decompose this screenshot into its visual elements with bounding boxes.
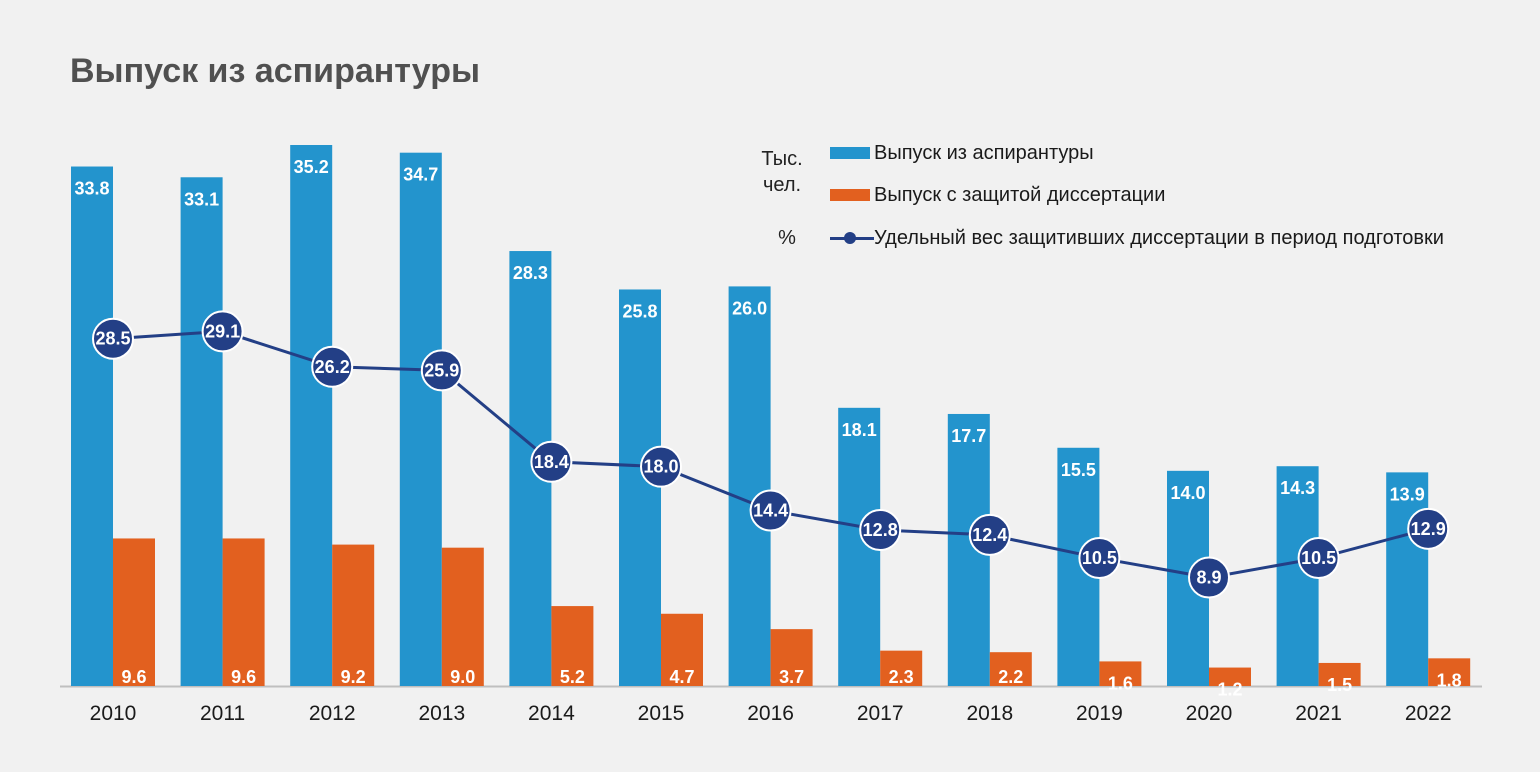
label-share: 26.2 [315,357,350,377]
label-share: 10.5 [1082,548,1117,568]
label-share: 29.1 [205,321,240,341]
label-graduates: 15.5 [1061,460,1096,480]
x-tick-label: 2018 [966,702,1013,725]
legend-swatch-share [830,228,874,248]
label-graduates: 33.8 [74,179,109,199]
bar-graduates [619,289,661,686]
bar-graduates [180,177,223,686]
point-share [1297,537,1340,580]
label-graduates: 25.8 [622,301,657,321]
x-tick-label: 2015 [638,702,685,725]
label-graduates: 18.1 [842,420,877,440]
label-defended: 3.7 [779,667,804,687]
legend-label-graduates: Выпуск из аспирантуры [874,141,1094,164]
legend-label-share: Удельный вес защитивших диссертации в пе… [874,226,1444,249]
label-graduates: 34.7 [403,165,438,185]
label-share: 18.4 [534,452,569,472]
label-share: 25.9 [424,360,459,380]
legend-item-share: Удельный вес защитивших диссертации в пе… [830,226,1444,250]
label-defended: 4.7 [669,667,694,687]
bar-defended [770,629,813,686]
label-share: 28.5 [95,329,130,349]
x-tick-label: 2016 [747,702,794,725]
bar-defended [1428,658,1471,686]
legend-unit-percent: % [778,227,796,249]
x-tick-label: 2010 [90,702,137,725]
label-defended: 1.5 [1327,675,1352,695]
label-graduates: 28.3 [513,263,548,283]
label-defended: 1.2 [1217,680,1242,700]
label-share: 18.0 [643,457,678,477]
bar-defended [1099,661,1142,686]
x-tick-label: 2017 [857,702,904,725]
label-graduates: 35.2 [294,157,329,177]
bar-defended [880,650,923,686]
bar-graduates [728,286,771,686]
x-tick-label: 2013 [418,702,465,725]
point-share [1078,537,1121,580]
legend-item-graduates: Выпуск из аспирантуры [830,141,1094,165]
point-share [1407,507,1450,550]
point-share [311,345,354,388]
point-share [530,440,573,483]
point-share [92,317,134,360]
chart-title: Выпуск из аспирантуры [70,52,481,90]
bar-defended [989,652,1032,686]
point-share [640,445,682,488]
label-defended: 9.6 [231,667,256,687]
bar-graduates [399,152,442,686]
x-tick-label: 2022 [1405,702,1452,725]
x-tick-label: 2011 [200,702,245,725]
label-share: 10.5 [1301,548,1336,568]
point-share [859,509,902,552]
label-graduates: 14.0 [1170,483,1205,503]
bar-graduates [71,166,113,687]
label-defended: 1.6 [1108,673,1133,693]
bar-defended [222,538,265,686]
bar-graduates [1386,472,1429,686]
bar-defended [1318,662,1361,686]
point-share [749,489,792,532]
label-defended: 5.2 [560,667,585,687]
label-share: 14.4 [753,501,788,521]
point-share [1188,556,1230,599]
label-share: 12.4 [972,525,1007,545]
bar-defended [551,606,594,686]
x-tick-label: 2021 [1295,702,1342,725]
label-defended: 9.2 [341,667,366,687]
point-share [968,513,1011,556]
legend-swatch-graduates [830,147,870,159]
legend-label-defended: Выпуск с защитой диссертации [874,183,1166,206]
label-graduates: 17.7 [951,426,986,446]
label-share: 8.9 [1196,568,1221,588]
bar-defended [661,613,703,686]
x-tick-label: 2014 [528,702,575,725]
bar-defended [1209,667,1251,686]
label-defended: 1.8 [1437,670,1462,690]
label-defended: 2.3 [889,667,914,687]
bar-defended [441,547,484,686]
x-tick-label: 2019 [1076,702,1123,725]
label-graduates: 26.0 [732,298,767,318]
legend-unit-thousands: Тыс. чел. [761,148,803,196]
label-share: 12.9 [1411,519,1446,539]
bar-graduates [290,145,333,686]
point-share [420,349,463,392]
label-graduates: 33.1 [184,189,219,209]
legend-swatch-defended [830,189,870,201]
label-graduates: 13.9 [1390,484,1425,504]
label-defended: 9.0 [450,667,475,687]
label-graduates: 14.3 [1280,478,1315,498]
legend-item-defended: Выпуск с защитой диссертации [830,183,1165,207]
label-share: 12.8 [863,520,898,540]
point-share [201,310,244,353]
x-tick-label: 2012 [309,702,356,725]
x-tick-label: 2020 [1186,702,1233,725]
bar-defended [332,544,375,686]
label-defended: 9.6 [121,667,146,687]
label-defended: 2.2 [998,667,1023,687]
bar-defended [113,538,155,686]
